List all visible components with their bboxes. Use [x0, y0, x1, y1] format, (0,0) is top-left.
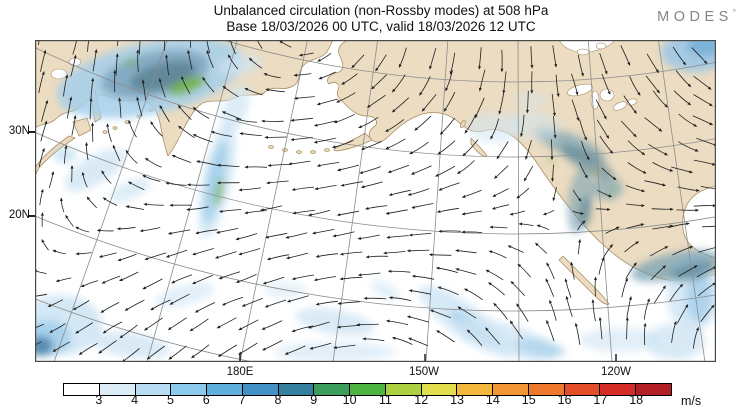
colorbar-unit: m/s [681, 394, 702, 408]
land-hokkaido [72, 117, 92, 137]
colorbar-tick: 6 [202, 393, 210, 407]
island [324, 148, 330, 152]
colorbar-tick: 15 [521, 393, 536, 407]
map-frame-border [35, 40, 716, 362]
colorbar-segment [64, 384, 100, 395]
colorbar-tick: 12 [414, 393, 429, 407]
colorbar-tick: 17 [593, 393, 608, 407]
modes-logo: MODES° [657, 8, 736, 25]
map-svg [35, 40, 716, 362]
island [112, 126, 118, 130]
colorbar-tick: 13 [450, 393, 464, 407]
lat-label-20n: 20N [8, 209, 30, 221]
island [268, 145, 274, 149]
wind-arrows-layer [35, 40, 716, 362]
colorbar-segment [135, 384, 172, 395]
colorbar-segment [564, 384, 601, 395]
colorbar-segment [99, 384, 136, 395]
wind-speed-shading-layer [35, 40, 716, 362]
colorbar-segment [385, 384, 422, 395]
logo-degree-mark: ° [732, 8, 736, 17]
colorbar-segment [350, 384, 386, 395]
colorbar-segments [63, 383, 672, 396]
lon-label-150w: 150W [408, 366, 440, 378]
lon-label-180e: 180E [226, 366, 254, 378]
colorbar-segment [457, 384, 494, 395]
island [310, 150, 316, 154]
colorbar-tick: 18 [629, 393, 644, 407]
colorbar-segment [314, 384, 351, 395]
colorbar-tick: 8 [274, 393, 282, 407]
colorbar-tick: 3 [95, 393, 103, 407]
lat-tick-30n [28, 131, 35, 133]
colorbar-segment [171, 384, 208, 395]
land-baja-california [558, 255, 610, 305]
chart-titles: Unbalanced circulation (non-Rossby modes… [6, 3, 750, 35]
colorbar [63, 383, 672, 396]
colorbar-segment [421, 384, 458, 395]
colorbar-tick: 16 [557, 393, 572, 407]
map-canvas [35, 40, 716, 362]
colorbar-segment [242, 384, 279, 395]
lakes [50, 40, 638, 111]
colorbar-tick: 11 [378, 393, 392, 407]
graticule-layer [35, 40, 716, 362]
colorbar-tick: 14 [485, 393, 500, 407]
colorbar-tick-labels: 3 4 5 6 7 8 9 10 11 12 13 14 15 16 17 18 [0, 393, 750, 408]
colorbar-tick: 7 [238, 393, 246, 407]
island [296, 150, 302, 154]
chart-subtitle: Base 18/03/2026 00 UTC, valid 18/03/2026… [226, 19, 536, 34]
colorbar-segment [493, 384, 529, 395]
colorbar-tick: 9 [310, 393, 318, 407]
island [102, 130, 108, 134]
lat-label-30n: 30N [8, 125, 30, 137]
lon-label-120w: 120W [600, 366, 632, 378]
colorbar-tick: 10 [342, 393, 357, 407]
colorbar-segment [636, 384, 672, 395]
colorbar-tick: 4 [131, 393, 139, 407]
island [459, 119, 467, 129]
lon-tick-marks [239, 354, 617, 362]
colorbar-segment [600, 384, 637, 395]
lat-tick-20n [28, 215, 35, 217]
colorbar-segment [528, 384, 565, 395]
colorbar-tick: 5 [166, 393, 174, 407]
chart-title: Unbalanced circulation (non-Rossby modes… [213, 3, 549, 18]
colorbar-segment [207, 384, 243, 395]
colorbar-segment [278, 384, 315, 395]
